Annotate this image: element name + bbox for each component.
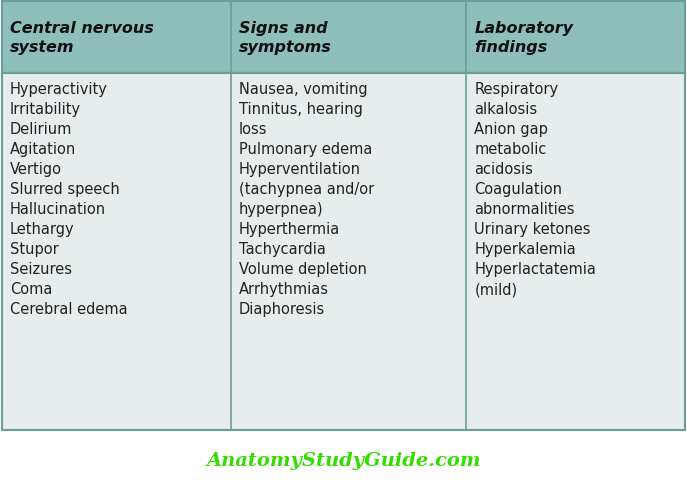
Text: Laboratory
findings: Laboratory findings [475, 21, 574, 55]
Bar [2, 74, 685, 430]
Bar [2, 2, 685, 74]
Text: Nausea, vomiting
Tinnitus, hearing
loss
Pulmonary edema
Hyperventilation
(tachyp: Nausea, vomiting Tinnitus, hearing loss … [239, 82, 374, 317]
Text: Signs and
symptoms: Signs and symptoms [239, 21, 332, 55]
Text: AnatomyStudyGuide.com: AnatomyStudyGuide.com [206, 451, 481, 469]
Text: Hyperactivity
Irritability
Delirium
Agitation
Vertigo
Slurred speech
Hallucinati: Hyperactivity Irritability Delirium Agit… [10, 82, 128, 317]
Text: Respiratory
alkalosis
Anion gap
metabolic
acidosis
Coagulation
abnormalities
Uri: Respiratory alkalosis Anion gap metaboli… [475, 82, 596, 297]
Text: Central nervous
system: Central nervous system [10, 21, 154, 55]
